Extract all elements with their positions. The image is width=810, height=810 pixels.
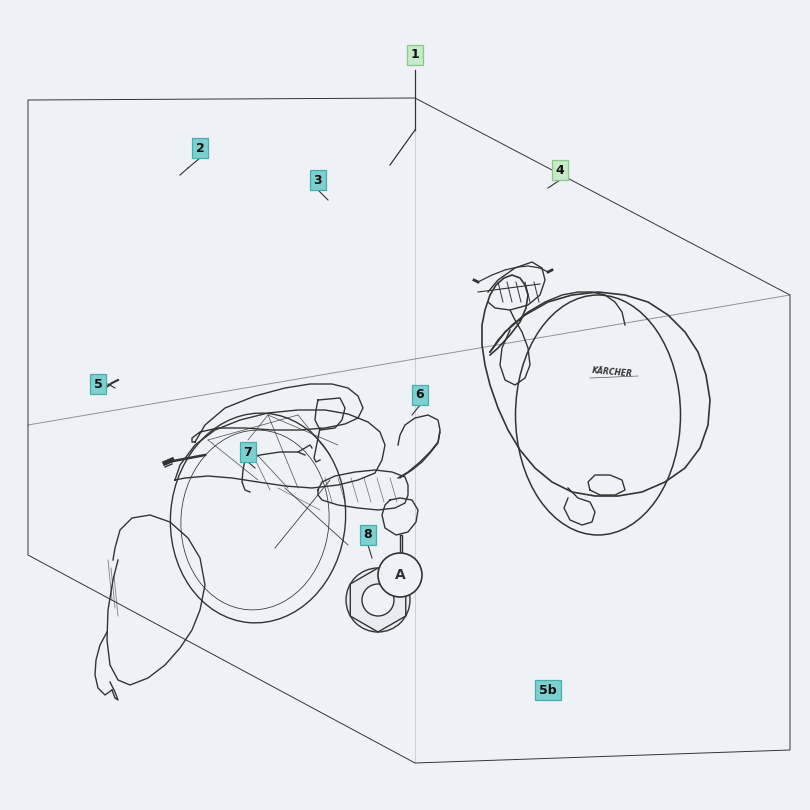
Text: KÄRCHER: KÄRCHER [591, 366, 633, 378]
Text: 6: 6 [416, 389, 424, 402]
Text: 5: 5 [94, 377, 102, 390]
Text: 2: 2 [196, 142, 204, 155]
Circle shape [378, 553, 422, 597]
Text: 8: 8 [364, 528, 373, 542]
Ellipse shape [515, 295, 680, 535]
Circle shape [362, 584, 394, 616]
Text: 1: 1 [411, 49, 420, 62]
Text: 7: 7 [244, 446, 253, 458]
Text: 3: 3 [313, 173, 322, 186]
Text: 5b: 5b [539, 684, 556, 697]
Text: A: A [394, 568, 405, 582]
Circle shape [346, 568, 410, 632]
Text: 4: 4 [556, 164, 565, 177]
